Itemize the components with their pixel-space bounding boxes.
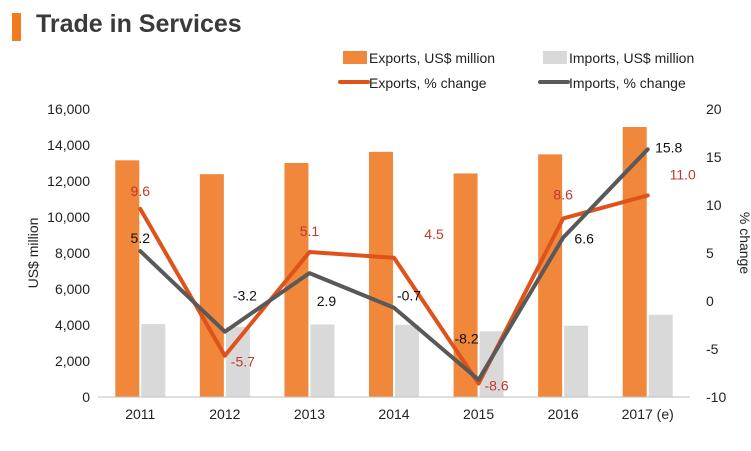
exports-pct-label: 4.5 bbox=[424, 226, 444, 242]
title-accent-bar bbox=[12, 13, 21, 41]
x-tick-label: 2016 bbox=[548, 406, 579, 422]
imports-bar bbox=[395, 324, 419, 397]
imports-pct-label: -3.2 bbox=[233, 288, 257, 304]
x-tick-label: 2013 bbox=[294, 406, 325, 422]
y2-tick-label: 20 bbox=[706, 101, 722, 117]
x-tick-label: 2014 bbox=[378, 406, 409, 422]
y2-axis-title: % change bbox=[737, 212, 751, 274]
legend-swatch-exports bbox=[343, 51, 367, 64]
exports-pct-label: 11.0 bbox=[670, 166, 696, 182]
y2-tick-label: 10 bbox=[706, 197, 722, 213]
y-tick-label: 16,000 bbox=[47, 101, 90, 117]
exports-pct-label: 5.1 bbox=[300, 223, 320, 239]
exports-pct-line bbox=[138, 193, 650, 386]
y-tick-label: 14,000 bbox=[47, 137, 90, 153]
exports-bar bbox=[622, 127, 647, 397]
imports-pct-label: 6.6 bbox=[574, 231, 594, 247]
imports-bar bbox=[310, 324, 335, 397]
y2-tick-label: -5 bbox=[706, 341, 719, 357]
imports-pct-line bbox=[138, 147, 650, 382]
exports-bar bbox=[199, 174, 224, 397]
x-tick-label: 2017 (e) bbox=[622, 406, 674, 422]
y-tick-label: 0 bbox=[82, 389, 90, 405]
exports-pct-label: 8.6 bbox=[553, 186, 573, 202]
y-tick-label: 12,000 bbox=[47, 173, 90, 189]
imports-pct-label: 15.8 bbox=[655, 139, 682, 155]
legend-label-exports-pct: Exports, % change bbox=[369, 75, 487, 91]
y-tick-label: 10,000 bbox=[47, 209, 90, 225]
exports-pct-label: -5.7 bbox=[231, 354, 255, 370]
x-tick-label: 2012 bbox=[209, 406, 240, 422]
imports-bar bbox=[648, 314, 673, 397]
imports-pct-label: -8.2 bbox=[455, 331, 479, 347]
exports-pct-label: 9.6 bbox=[131, 183, 151, 199]
y-tick-label: 4,000 bbox=[55, 317, 90, 333]
exports-bar bbox=[115, 160, 140, 397]
y2-tick-label: 5 bbox=[706, 245, 714, 261]
y2-tick-label: 0 bbox=[706, 293, 714, 309]
page-title: Trade in Services bbox=[36, 10, 242, 38]
legend-label-imports-pct: Imports, % change bbox=[569, 75, 686, 91]
y-tick-label: 2,000 bbox=[55, 353, 90, 369]
imports-pct-label: 5.2 bbox=[131, 230, 151, 246]
imports-pct-label: -0.7 bbox=[397, 288, 421, 304]
y-axis-title: US$ million bbox=[25, 218, 41, 289]
x-tick-label: 2011 bbox=[125, 406, 155, 422]
legend-swatch-imports bbox=[543, 51, 567, 64]
y-tick-label: 8,000 bbox=[55, 245, 90, 261]
legend-label-imports: Imports, US$ million bbox=[569, 50, 694, 66]
legend-label-exports: Exports, US$ million bbox=[369, 50, 495, 66]
x-tick-label: 2015 bbox=[463, 406, 494, 422]
y-tick-label: 6,000 bbox=[55, 281, 90, 297]
exports-pct-label: -8.6 bbox=[485, 378, 509, 394]
y2-tick-label: -10 bbox=[706, 389, 726, 405]
imports-pct-label: 2.9 bbox=[317, 293, 337, 309]
imports-bar bbox=[564, 325, 589, 397]
y2-tick-label: 15 bbox=[706, 149, 722, 165]
imports-bar bbox=[141, 324, 166, 397]
exports-bar bbox=[369, 151, 393, 397]
